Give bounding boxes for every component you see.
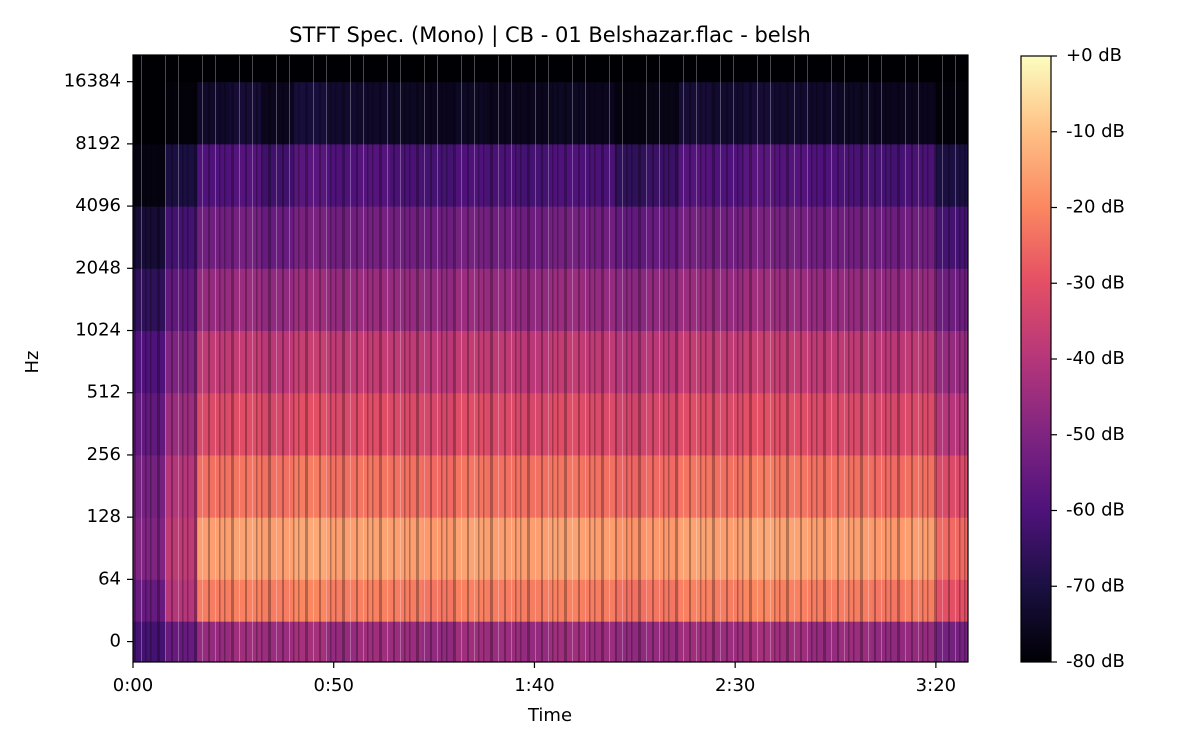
y-axis-label: Hz <box>22 351 43 374</box>
y-tick-label: 2048 <box>75 257 121 278</box>
colorbar-tick-label: -30 dB <box>1066 272 1125 293</box>
colorbar-tick-label: -20 dB <box>1066 197 1125 218</box>
y-tick-label: 16384 <box>64 71 121 92</box>
chart-title: STFT Spec. (Mono) | CB - 01 Belshazar.fl… <box>289 23 811 48</box>
x-tick-label: 2:30 <box>715 675 755 696</box>
y-tick-label: 8192 <box>75 133 121 154</box>
colorbar-tick-label: -50 dB <box>1066 424 1125 445</box>
x-tick-label: 0:50 <box>314 675 354 696</box>
y-tick-label: 64 <box>98 568 121 589</box>
colorbar <box>1020 55 1052 663</box>
y-tick-label: 0 <box>110 631 121 652</box>
y-tick-label: 256 <box>87 444 121 465</box>
y-tick-label: 1024 <box>75 320 121 341</box>
texture-overlay <box>133 55 968 662</box>
x-axis-label: Time <box>527 705 572 726</box>
colorbar-tick-label: +0 dB <box>1066 45 1122 66</box>
colorbar-tick-label: -80 dB <box>1066 651 1125 672</box>
plot-frame <box>132 54 969 663</box>
colorbar-tick-label: -10 dB <box>1066 121 1125 142</box>
y-tick-label: 4096 <box>75 195 121 216</box>
y-tick-label: 512 <box>87 382 121 403</box>
colorbar-tick-label: -70 dB <box>1066 575 1125 596</box>
colorbar-tick-label: -60 dB <box>1066 500 1125 521</box>
x-tick-label: 1:40 <box>514 675 554 696</box>
x-tick-label: 3:20 <box>916 675 956 696</box>
y-tick-label: 128 <box>87 506 121 527</box>
x-tick-label: 0:00 <box>113 675 153 696</box>
colorbar-tick-label: -40 dB <box>1066 348 1125 369</box>
